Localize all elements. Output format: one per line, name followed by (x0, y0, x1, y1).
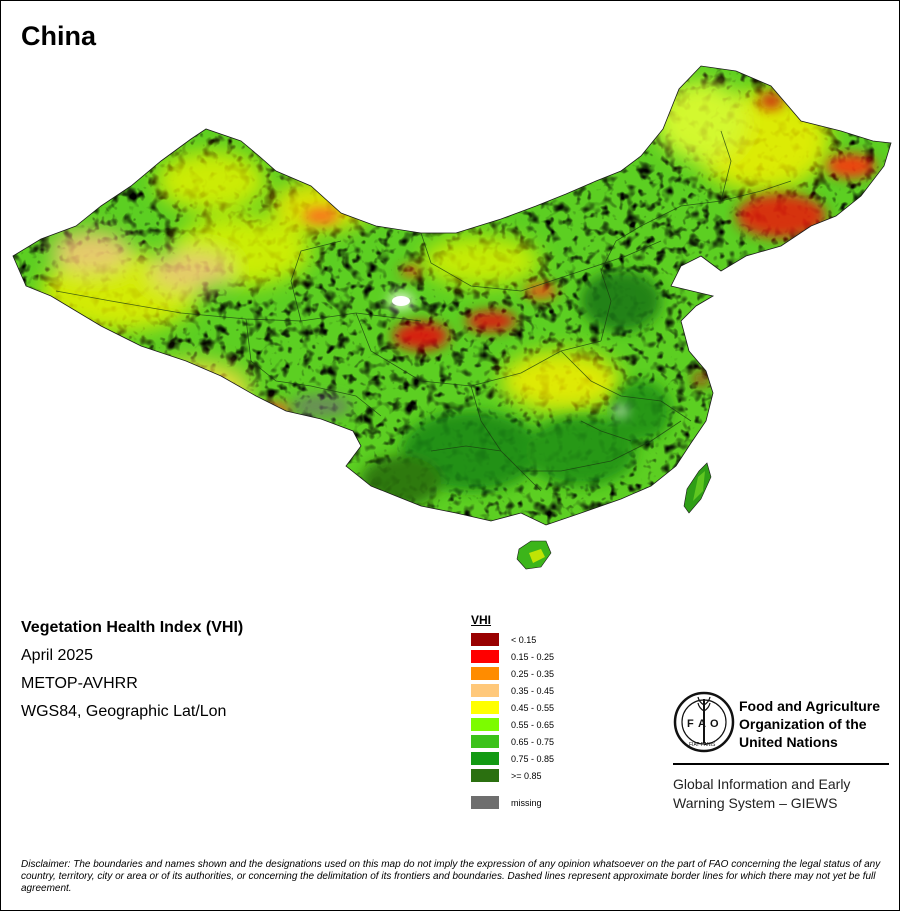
org-name-line1: Food and Agriculture (739, 698, 881, 714)
legend-label: 0.15 - 0.25 (511, 651, 555, 662)
legend-swatch (471, 633, 499, 646)
legend-label-missing: missing (511, 797, 542, 808)
period: April 2025 (21, 647, 94, 664)
sensor: METOP-AVHRR (21, 675, 138, 692)
legend-item: 0.55 - 0.65 (471, 716, 554, 733)
legend-label: >= 0.85 (511, 770, 542, 781)
legend-label: 0.75 - 0.85 (511, 753, 555, 764)
legend-label: 0.55 - 0.65 (511, 719, 555, 730)
legend-swatch (471, 769, 499, 782)
legend-label: 0.45 - 0.55 (511, 702, 555, 713)
program-name: Global Information and Early Warning Sys… (673, 775, 850, 813)
legend-item: 0.35 - 0.45 (471, 682, 554, 699)
fao-logo-o: O (710, 718, 719, 730)
legend-swatch (471, 667, 499, 680)
legend-item: 0.25 - 0.35 (471, 665, 554, 682)
organization-name: Food and Agriculture Organization of the… (739, 697, 880, 751)
vhi-legend: VHI < 0.15 0.15 - 0.25 0.25 - 0.35 0.35 - 0… (471, 613, 554, 811)
legend-items: < 0.15 0.15 - 0.25 0.25 - 0.35 0.35 - 0.45 0… (471, 631, 554, 784)
hainan-island (516, 540, 552, 570)
legend-swatch (471, 650, 499, 663)
fao-logo-motto: FIAT PANIS (689, 742, 716, 748)
fao-logo: F A O FIAT PANIS (673, 691, 735, 753)
legend-swatch (471, 718, 499, 731)
org-name-line2: Organization of the (739, 716, 867, 732)
legend-item: 0.15 - 0.25 (471, 648, 554, 665)
program-line2: Warning System – GIEWS (673, 795, 838, 811)
map-info: Vegetation Health Index (VHI) April 2025… (21, 619, 243, 731)
legend-label: 0.65 - 0.75 (511, 736, 555, 747)
legend-item: 0.75 - 0.85 (471, 750, 554, 767)
legend-swatch (471, 752, 499, 765)
legend-item: 0.65 - 0.75 (471, 733, 554, 750)
country-outline (12, 65, 892, 526)
legend-swatch-missing (471, 796, 499, 809)
program-line1: Global Information and Early (673, 776, 851, 792)
org-name-line3: United Nations (739, 734, 838, 750)
index-name: Vegetation Health Index (VHI) (21, 619, 244, 636)
projection: WGS84, Geographic Lat/Lon (21, 703, 227, 720)
divider (673, 763, 889, 765)
legend-label: 0.35 - 0.45 (511, 685, 555, 696)
legend-item: < 0.15 (471, 631, 554, 648)
vhi-raster (13, 66, 891, 525)
fao-logo-a: A (698, 718, 706, 730)
legend-item: >= 0.85 (471, 767, 554, 784)
legend-label: 0.25 - 0.35 (511, 668, 555, 679)
vhi-map (12, 65, 892, 570)
legend-item-missing: missing (471, 794, 554, 811)
map-title: China (21, 21, 97, 51)
taiwan-island (683, 462, 712, 514)
disclaimer: Disclaimer: The boundaries and names sho… (21, 859, 881, 894)
fao-logo-f: F (687, 718, 694, 730)
legend-title: VHI (471, 613, 492, 627)
legend-item: 0.45 - 0.55 (471, 699, 554, 716)
legend-swatch (471, 701, 499, 714)
legend-swatch (471, 735, 499, 748)
legend-label: < 0.15 (511, 634, 537, 645)
legend-swatch (471, 684, 499, 697)
